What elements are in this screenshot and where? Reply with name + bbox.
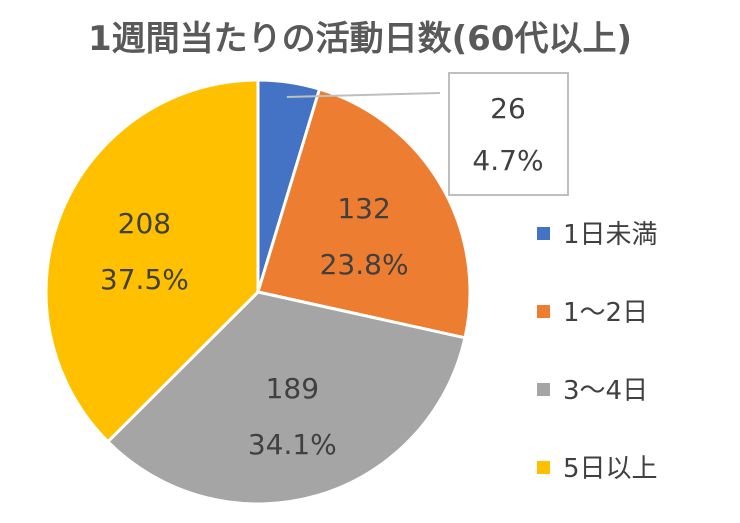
pie-slice-3 (105, 290, 467, 506)
callout-box (448, 72, 569, 196)
slice-value-label: 26 (490, 92, 526, 125)
slice-percent-label: 4.7% (472, 144, 543, 177)
legend-label: 1日未満 (563, 220, 658, 250)
slice-value-label: 132 (337, 192, 390, 225)
legend-label: 3～4日 (563, 376, 648, 406)
slice-value-label: 189 (266, 372, 319, 405)
pie-slices (44, 78, 472, 506)
legend-label: 1～2日 (563, 298, 648, 328)
legend-swatch (537, 383, 550, 396)
legend-swatch (537, 461, 550, 474)
slice-value-label: 208 (118, 207, 171, 240)
pie-data-labels: 26 4.7% 132 23.8% 189 34.1% 208 37.5% (100, 72, 569, 461)
legend-swatch (537, 305, 550, 318)
slice-percent-label: 23.8% (320, 248, 409, 281)
legend-label: 5日以上 (563, 454, 658, 484)
slice-percent-label: 37.5% (100, 263, 189, 296)
legend: 1日未満 1～2日 3～4日 5日以上 (537, 220, 658, 484)
legend-swatch (537, 227, 550, 240)
pie-slice-2 (256, 87, 472, 340)
slice-percent-label: 34.1% (248, 428, 337, 461)
chart-title: 1週間当たりの活動日数(60代以上) (88, 19, 632, 59)
pie-slice-4 (44, 78, 260, 444)
callout-leader-line (286, 92, 441, 98)
